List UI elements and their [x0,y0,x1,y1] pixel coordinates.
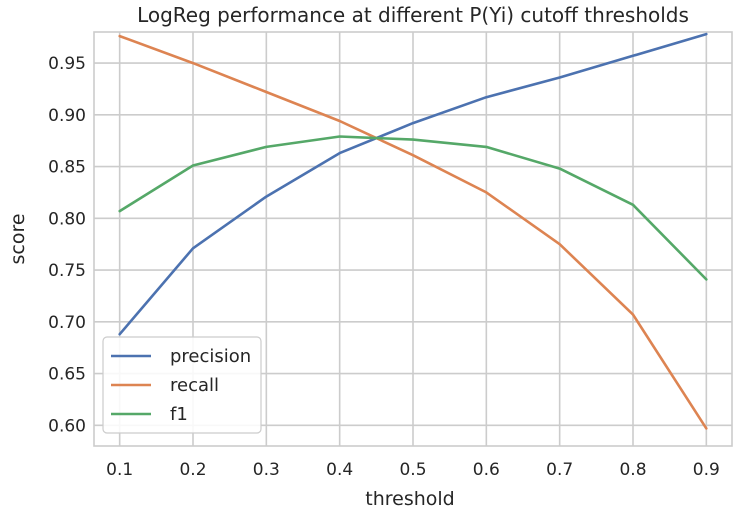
series-line-f1 [118,135,708,281]
x-tick-label: 0.6 [473,460,500,480]
y-tick-label: 0.85 [48,158,86,178]
y-tick-label: 0.80 [48,209,86,229]
x-tick-label: 0.9 [693,460,720,480]
y-tick-label: 0.65 [48,365,86,385]
y-axis-label: score [7,213,29,264]
y-tick-label: 0.90 [48,106,86,126]
x-tick-label: 0.4 [326,460,353,480]
legend-label-precision: precision [170,346,251,367]
x-tick-label: 0.8 [619,460,646,480]
x-tick-label: 0.1 [106,460,133,480]
x-tick-label: 0.3 [253,460,280,480]
x-tick-label: 0.2 [179,460,206,480]
plot-frame [93,31,733,447]
tick-labels: 0.1 0.2 0.3 0.4 0.5 0.6 0.7 0.8 0.9 0.60 0.65 0.70 0… [48,54,720,480]
x-tick-label: 0.7 [546,460,573,480]
legend-label-recall: recall [170,375,219,396]
y-tick-label: 0.60 [48,416,86,436]
series-lines [118,32,708,430]
y-tick-label: 0.70 [48,313,86,333]
legend: precision recall f1 [102,336,262,434]
y-tick-label: 0.95 [48,54,86,74]
x-axis-label: threshold [365,488,454,510]
legend-label-f1: f1 [170,404,188,425]
legend-box [102,336,262,434]
series-line-precision [118,32,708,336]
x-tick-label: 0.5 [399,460,426,480]
chart-title: LogReg performance at different P(Yi) cu… [137,3,689,27]
series-line-recall [118,34,708,430]
y-tick-label: 0.75 [48,261,86,281]
